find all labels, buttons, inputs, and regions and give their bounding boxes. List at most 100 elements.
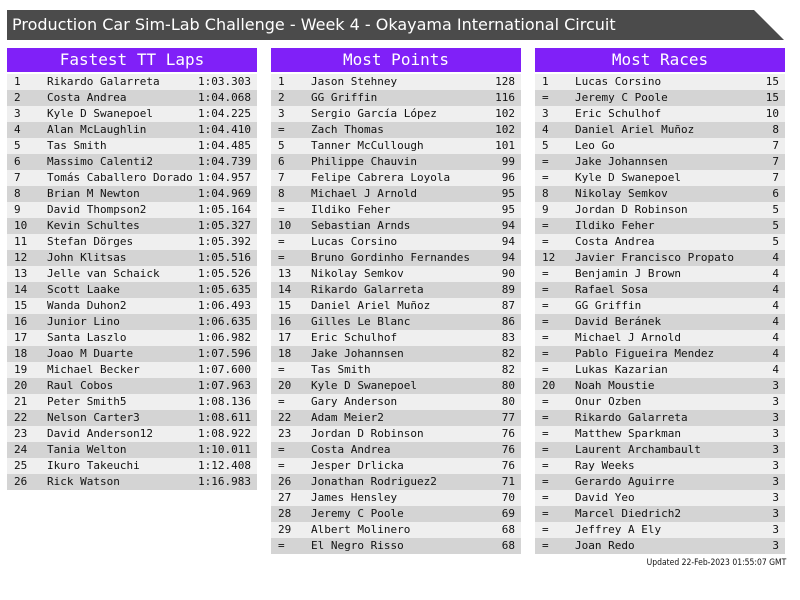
leaderboard-row: 3 Sergio García López 102	[271, 106, 521, 122]
value: 3	[772, 523, 779, 536]
value: 1:04.225	[198, 107, 251, 120]
value: 90	[501, 267, 515, 280]
rank: 9	[542, 203, 549, 216]
value: 70	[501, 491, 515, 504]
rank: 11	[14, 235, 28, 248]
driver-name: David Yeo	[575, 491, 635, 504]
value: 1:03.303	[198, 75, 251, 88]
rank: 8	[542, 187, 549, 200]
leaderboard-row: 3 Kyle D Swanepoel 1:04.225	[7, 106, 257, 122]
leaderboard-row: 14 Rikardo Galarreta 89	[271, 282, 521, 298]
value: 102	[495, 107, 515, 120]
leaderboard-row: 7 Felipe Cabrera Loyola 96	[271, 170, 521, 186]
driver-name: Jake Johannsen	[311, 347, 404, 360]
leaderboard-row: 13 Nikolay Semkov 90	[271, 266, 521, 282]
driver-name: Stefan Dörges	[47, 235, 134, 248]
value: 4	[772, 267, 779, 280]
rank: =	[542, 171, 549, 184]
leaderboard-row: = Lucas Corsino 94	[271, 234, 521, 250]
driver-name: Laurent Archambault	[575, 443, 701, 456]
leaderboard-row: 24 Tania Welton 1:10.011	[7, 442, 257, 458]
rank: 18	[14, 347, 28, 360]
leaderboard-row: = Joan Redo 3	[535, 538, 785, 554]
driver-name: Wanda Duhon2	[47, 299, 127, 312]
leaderboard-row: = Gary Anderson 80	[271, 394, 521, 410]
value: 80	[501, 395, 515, 408]
rank: =	[278, 539, 285, 552]
value: 101	[495, 139, 515, 152]
leaderboard-row: 12 Javier Francisco Propato 4	[535, 250, 785, 266]
rank: =	[542, 539, 549, 552]
rank: 9	[14, 203, 21, 216]
leaderboard-panel: Fastest TT Laps 1 Rikardo Galarreta 1:03.30…	[7, 48, 257, 490]
driver-name: Brian M Newton	[47, 187, 140, 200]
value: 4	[772, 331, 779, 344]
value: 1:08.611	[198, 411, 251, 424]
leaderboard-row: 17 Santa Laszlo 1:06.982	[7, 330, 257, 346]
rank: =	[542, 219, 549, 232]
rank: 21	[14, 395, 28, 408]
driver-name: Rafael Sosa	[575, 283, 648, 296]
leaderboard-row: 6 Philippe Chauvin 99	[271, 154, 521, 170]
rank: 16	[14, 315, 28, 328]
driver-name: David Beránek	[575, 315, 662, 328]
rank: 5	[278, 139, 285, 152]
value: 116	[495, 91, 515, 104]
leaderboard-row: = Gerardo Aguirre 3	[535, 474, 785, 490]
driver-name: Alan McLaughlin	[47, 123, 147, 136]
rank: =	[278, 363, 285, 376]
value: 5	[772, 235, 779, 248]
leaderboard-panel: Most Races 1 Lucas Corsino 15 = Jeremy C Pool…	[535, 48, 785, 554]
driver-name: Zach Thomas	[311, 123, 384, 136]
leaderboard-row: 7 Tomás Caballero Dorado 1:04.957	[7, 170, 257, 186]
leaderboard-row: = GG Griffin 4	[535, 298, 785, 314]
leaderboard-row: = Onur Ozben 3	[535, 394, 785, 410]
leaderboard-row: = David Yeo 3	[535, 490, 785, 506]
value: 15	[765, 91, 779, 104]
leaderboard-row: = Ildiko Feher 5	[535, 218, 785, 234]
value: 76	[501, 443, 515, 456]
rank: 10	[14, 219, 28, 232]
leaderboard-row: 28 Jeremy C Poole 69	[271, 506, 521, 522]
leaderboard-row: 6 Massimo Calenti2 1:04.739	[7, 154, 257, 170]
driver-name: Marcel Diedrich2	[575, 507, 681, 520]
leaderboard-row: 13 Jelle van Schaick 1:05.526	[7, 266, 257, 282]
rank: 1	[14, 75, 21, 88]
rank: 8	[14, 187, 21, 200]
driver-name: Ildiko Feher	[575, 219, 655, 232]
driver-name: Kevin Schultes	[47, 219, 140, 232]
leaderboard-row: = David Beránek 4	[535, 314, 785, 330]
driver-name: Noah Moustie	[575, 379, 655, 392]
rank: 14	[14, 283, 28, 296]
rank: 2	[14, 91, 21, 104]
leaderboard-row: 22 Nelson Carter3 1:08.611	[7, 410, 257, 426]
value: 87	[501, 299, 515, 312]
rank: =	[542, 459, 549, 472]
rank: 25	[14, 459, 28, 472]
value: 1:04.969	[198, 187, 251, 200]
leaderboard-row: = Ray Weeks 3	[535, 458, 785, 474]
value: 102	[495, 123, 515, 136]
driver-name: Jelle van Schaick	[47, 267, 160, 280]
driver-name: David Thompson2	[47, 203, 147, 216]
value: 15	[765, 75, 779, 88]
leaderboard-row: 23 Jordan D Robinson 76	[271, 426, 521, 442]
rank: =	[278, 235, 285, 248]
driver-name: Leo Go	[575, 139, 615, 152]
driver-name: Junior Lino	[47, 315, 120, 328]
driver-name: Matthew Sparkman	[575, 427, 681, 440]
leaderboard-row: = Laurent Archambault 3	[535, 442, 785, 458]
value: 94	[501, 219, 515, 232]
driver-name: Benjamin J Brown	[575, 267, 681, 280]
driver-name: Gilles Le Blanc	[311, 315, 411, 328]
leaderboard-row: 1 Lucas Corsino 15	[535, 74, 785, 90]
leaderboard-row: = El Negro Risso 68	[271, 538, 521, 554]
value: 3	[772, 507, 779, 520]
leaderboard-row: 23 David Anderson12 1:08.922	[7, 426, 257, 442]
panel-rows: 1 Jason Stehney 128 2 GG Griffin 116 3 Sergio G…	[271, 74, 521, 554]
value: 1:05.526	[198, 267, 251, 280]
value: 1:07.600	[198, 363, 251, 376]
leaderboard-row: 5 Tanner McCullough 101	[271, 138, 521, 154]
rank: =	[542, 347, 549, 360]
value: 1:08.922	[198, 427, 251, 440]
